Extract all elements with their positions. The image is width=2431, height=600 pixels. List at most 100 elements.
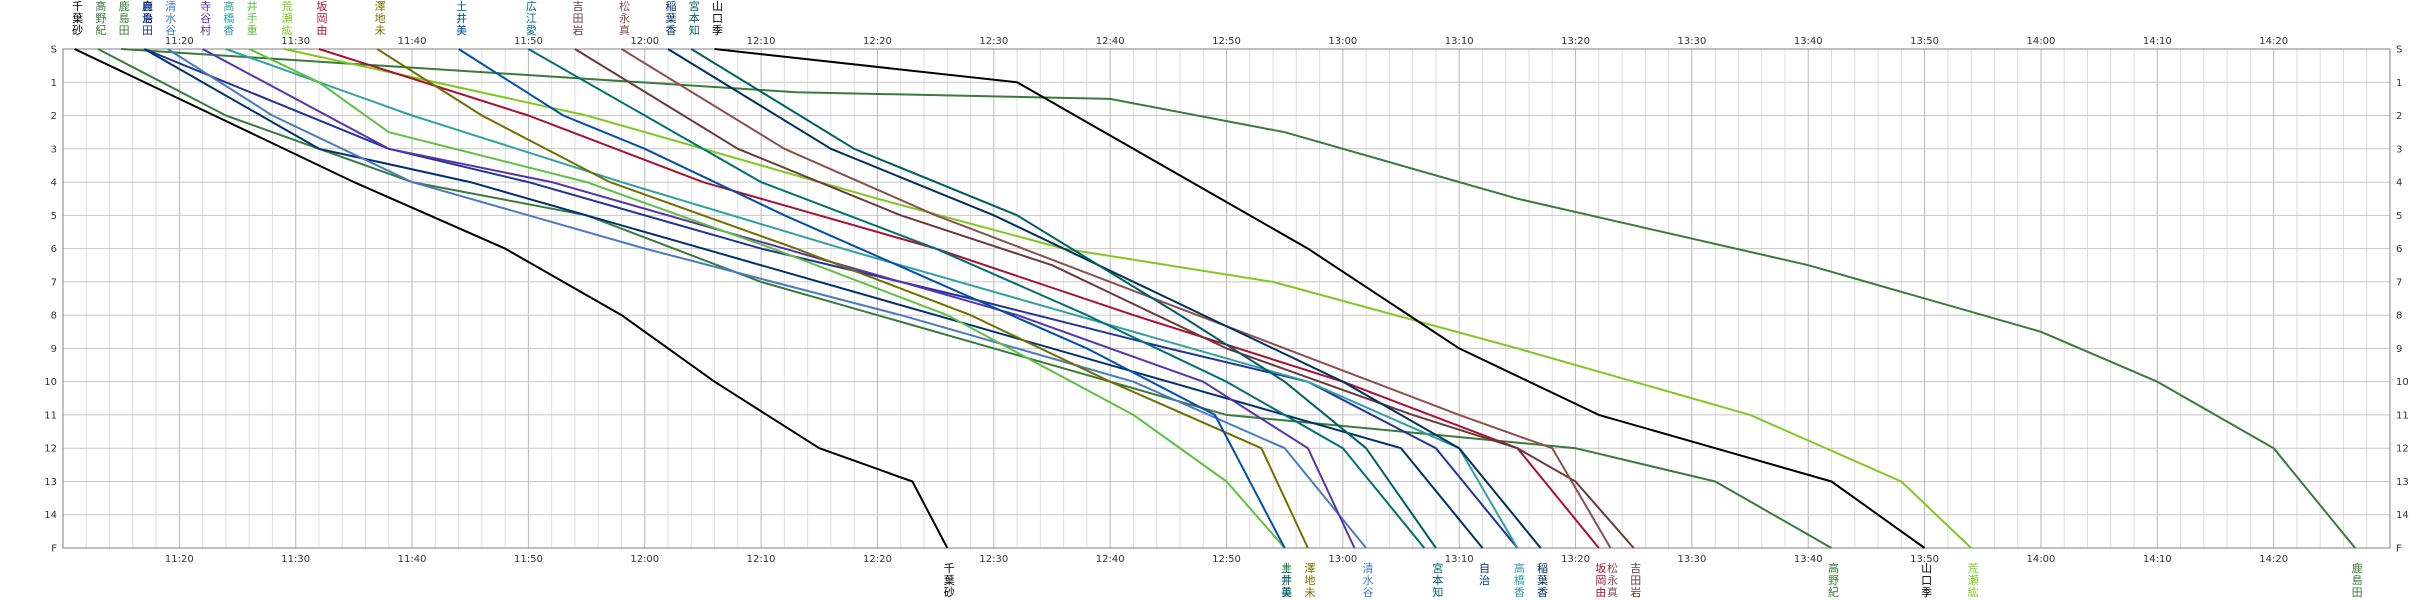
series-finish-label: 澤地未 (1304, 562, 1315, 599)
x-tick-label-bottom: 12:40 (1096, 554, 1125, 565)
x-tick-label-top: 11:40 (398, 36, 427, 47)
x-tick-label-bottom: 12:10 (747, 554, 776, 565)
y-tick-label-right: 4 (2396, 178, 2402, 189)
series-line (714, 48, 1926, 549)
series-line (527, 48, 1426, 549)
y-tick-label-left: 4 (51, 178, 57, 189)
series-finish-label: 高野紀 (1828, 561, 1839, 599)
series-start-label: 土井美 (456, 0, 467, 37)
y-tick-label-right: 10 (2396, 377, 2409, 388)
y-tick-label-right: 13 (2396, 477, 2409, 488)
y-tick-label-left: 14 (44, 510, 57, 521)
x-tick-label-top: 14:20 (2259, 36, 2288, 47)
series-start-label: 千葉砂 (72, 0, 83, 37)
y-tick-label-left: F (51, 544, 57, 555)
series-finish-label: 坂岡由 (1595, 562, 1606, 599)
y-tick-label-left: 6 (51, 244, 57, 255)
x-tick-label-top: 13:30 (1677, 36, 1706, 47)
y-tick-label-left: 7 (51, 277, 57, 288)
y-tick-label-right: 5 (2396, 211, 2402, 222)
x-tick-label-bottom: 13:30 (1677, 554, 1706, 565)
series-finish-label: 井手重 (1281, 561, 1292, 599)
x-tick-label-bottom: 11:50 (514, 554, 543, 565)
y-tick-label-left: 13 (44, 477, 57, 488)
series-finish-label: 松永真 (1607, 561, 1618, 599)
x-tick-label-top: 12:50 (1212, 36, 1241, 47)
x-tick-label-bottom: 11:30 (281, 554, 310, 565)
y-tick-label-right: S (2396, 45, 2402, 56)
x-tick-label-top: 11:20 (165, 36, 194, 47)
x-tick-label-top: 12:00 (630, 36, 659, 47)
series-start-label: 山口季 (712, 0, 723, 37)
x-tick-label-top: 13:00 (1328, 36, 1357, 47)
x-tick-label-top: 14:10 (2143, 36, 2172, 47)
x-tick-label-top: 11:50 (514, 36, 543, 47)
series-finish-label: 稲葉香 (1537, 562, 1548, 599)
plot-frame (62, 48, 2391, 549)
series-finish-label: 荒瀬紘 (1968, 562, 1979, 599)
y-tick-label-right: 3 (2396, 144, 2402, 155)
series-lines (74, 48, 2356, 549)
x-tick-label-top: 12:10 (747, 36, 776, 47)
series-start-label: 広江愛 (526, 0, 537, 37)
series-finish-label: 千葉砂 (944, 562, 955, 599)
y-tick-label-left: 12 (44, 444, 57, 455)
x-tick-label-top: 12:30 (979, 36, 1008, 47)
series-start-label: 鹿島田 (142, 0, 153, 37)
series-line (121, 48, 2356, 549)
x-tick-label-top: 13:50 (1910, 36, 1939, 47)
x-tick-label-bottom: 14:10 (2143, 554, 2172, 565)
x-tick-label-bottom: 13:00 (1328, 554, 1357, 565)
series-start-label: 荒瀬紘 (282, 0, 293, 37)
y-tick-label-right: 12 (2396, 444, 2409, 455)
series-start-label: 稲葉香 (666, 0, 677, 37)
series-start-label: 清水谷 (165, 0, 176, 37)
series-line (283, 48, 1972, 549)
y-tick-label-left: 11 (44, 410, 57, 421)
series-line (667, 48, 1542, 549)
series-start-label: 自治 (142, 0, 153, 25)
x-tick-label-bottom: 11:20 (165, 554, 194, 565)
series-start-label: 高野紀 (95, 0, 106, 37)
y-tick-label-right: 9 (2396, 344, 2402, 355)
y-tick-label-right: F (2396, 544, 2402, 555)
x-tick-label-bottom: 13:40 (1794, 554, 1823, 565)
series-start-label: 寺谷村 (200, 0, 211, 37)
series-start-label: 高橋香 (223, 0, 234, 37)
y-tick-label-left: 1 (51, 78, 57, 89)
x-tick-label-top: 11:30 (281, 36, 310, 47)
y-tick-label-left: 2 (51, 111, 57, 122)
series-line (318, 48, 1600, 549)
x-tick-label-bottom: 12:50 (1212, 554, 1241, 565)
y-tick-label-left: 5 (51, 211, 57, 222)
x-tick-label-bottom: 11:40 (398, 554, 427, 565)
series-line (574, 48, 1635, 549)
x-tick-label-bottom: 14:00 (2027, 554, 2056, 565)
series-line (225, 48, 1519, 549)
y-tick-label-right: 7 (2396, 277, 2402, 288)
y-tick-label-left: 3 (51, 144, 57, 155)
x-tick-label-bottom: 12:30 (979, 554, 1008, 565)
x-tick-label-top: 13:10 (1445, 36, 1474, 47)
series-line (458, 48, 1286, 549)
x-tick-label-top: 12:40 (1096, 36, 1125, 47)
y-tick-label-left: 10 (44, 377, 57, 388)
y-tick-label-right: 14 (2396, 510, 2409, 521)
x-tick-label-top: 13:20 (1561, 36, 1590, 47)
x-tick-label-bottom: 12:00 (630, 554, 659, 565)
x-tick-label-top: 12:20 (863, 36, 892, 47)
y-tick-label-right: 6 (2396, 244, 2402, 255)
y-tick-label-right: 1 (2396, 78, 2402, 89)
x-tick-label-top: 14:00 (2027, 36, 2056, 47)
series-finish-label: 高橋香 (1514, 561, 1525, 599)
x-tick-label-bottom: 13:10 (1445, 554, 1474, 565)
y-tick-label-left: 8 (51, 311, 57, 322)
x-tick-label-bottom: 13:20 (1561, 554, 1590, 565)
y-tick-label-right: 8 (2396, 311, 2402, 322)
series-line (376, 48, 1309, 549)
series-labels: 千葉砂千葉砂高野紀高野紀鹿島田鹿島田鹿島田自治自治清水谷清水谷寺谷村高橋香高橋香… (72, 0, 2362, 599)
series-finish-label: 鹿島田 (2352, 561, 2363, 599)
series-finish-label: 山口季 (1921, 562, 1932, 599)
